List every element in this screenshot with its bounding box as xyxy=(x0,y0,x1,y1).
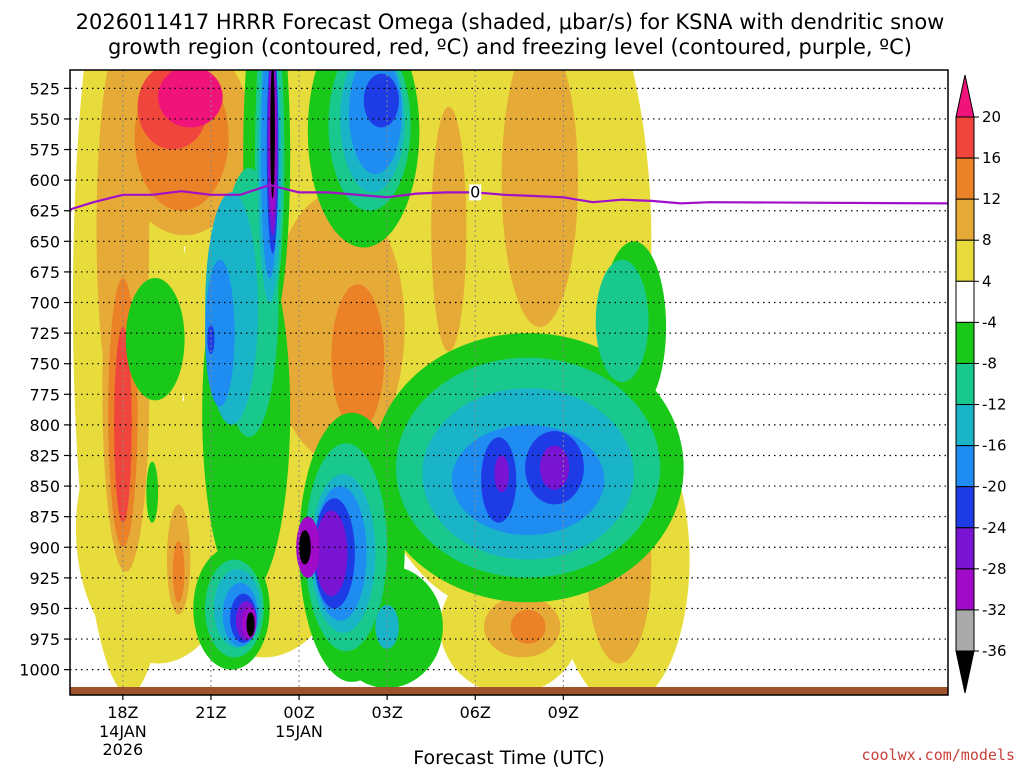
x-tick-label-06Z: 06Z xyxy=(460,703,491,722)
omega-region-74 xyxy=(246,612,255,637)
colorbar-swatch-2 xyxy=(955,198,975,241)
chart-title-line2: growth region (contoured, red, ºC) and f… xyxy=(108,35,912,59)
colorbar: 20 16 12 8 4 -4 -8 -12 -16 -20 -24 -28 -32 -36 xyxy=(955,74,1007,694)
freezing-level-label: 0 xyxy=(470,182,480,201)
colorbar-label-12: -32 xyxy=(982,601,1007,619)
colorbar-label-3: 8 xyxy=(982,231,992,249)
x-tick-label-00Z: 00Z xyxy=(283,703,314,722)
colorbar-swatch-5 xyxy=(955,321,975,364)
colorbar-swatch-1 xyxy=(955,157,975,200)
omega-region-22 xyxy=(172,541,185,603)
y-tick-label-975: 975 xyxy=(29,630,60,649)
y-tick-label-875: 875 xyxy=(29,508,60,527)
omega-region-59 xyxy=(363,73,399,128)
colorbar-swatch-9 xyxy=(955,486,975,529)
y-tick-label-800: 800 xyxy=(29,416,60,435)
y-tick-label-775: 775 xyxy=(29,385,60,404)
colorbar-swatch-8 xyxy=(955,445,975,488)
omega-region-43 xyxy=(595,259,649,383)
omega-region-72 xyxy=(270,70,275,199)
omega-region-21 xyxy=(331,284,385,431)
colorbar-bottom-arrow xyxy=(955,650,975,694)
colorbar-label-1: 16 xyxy=(982,149,1001,167)
colorbar-label-2: 12 xyxy=(982,190,1001,208)
omega-region-57 xyxy=(207,324,215,354)
colorbar-label-11: -28 xyxy=(982,560,1007,578)
y-tick-label-700: 700 xyxy=(29,294,60,313)
y-tick-label-625: 625 xyxy=(29,202,60,221)
omega-region-36 xyxy=(146,461,159,523)
y-tick-label-600: 600 xyxy=(29,171,60,190)
ground-strip xyxy=(70,687,948,695)
y-tick-label-1000: 1000 xyxy=(19,661,60,680)
x-tick-year-18Z: 2026 xyxy=(102,740,143,759)
chart-title-line1: 2026011417 HRRR Forecast Omega (shaded, … xyxy=(76,10,945,34)
omega-region-24 xyxy=(114,327,132,523)
y-tick-label-650: 650 xyxy=(29,232,60,251)
colorbar-swatch-3 xyxy=(955,239,975,282)
omega-shading xyxy=(72,70,690,688)
omega-region-68 xyxy=(539,445,570,490)
omega-region-23 xyxy=(510,609,546,644)
freezing-level-contour: 0 xyxy=(70,182,948,211)
colorbar-top-arrow xyxy=(955,74,975,118)
y-tick-label-850: 850 xyxy=(29,477,60,496)
y-tick-label-950: 950 xyxy=(29,599,60,618)
y-axis: 525 550 575 600 625 650 675 700 725 750 775 800 825 8… xyxy=(19,79,70,680)
y-tick-label-550: 550 xyxy=(29,110,60,129)
colorbar-label-5: -4 xyxy=(982,313,997,331)
grid-lines xyxy=(70,70,948,688)
credit-text: coolwx.com/models xyxy=(861,746,1015,764)
colorbar-label-10: -24 xyxy=(982,519,1007,537)
y-tick-label-575: 575 xyxy=(29,141,60,160)
freezing-level-label-bg xyxy=(469,184,482,201)
omega-region-65 xyxy=(315,510,348,597)
colorbar-swatch-11 xyxy=(955,568,975,611)
colorbar-label-8: -16 xyxy=(982,437,1007,455)
y-tick-label-925: 925 xyxy=(29,569,60,588)
x-tick-date-18Z: 14JAN xyxy=(99,722,147,741)
colorbar-swatch-6 xyxy=(955,362,975,406)
colorbar-label-13: -36 xyxy=(982,642,1007,660)
x-tick-label-18Z: 18Z xyxy=(107,703,138,722)
y-tick-label-900: 900 xyxy=(29,538,60,557)
omega-region-35 xyxy=(125,278,185,401)
colorbar-swatch-4 xyxy=(955,280,975,323)
y-tick-label-725: 725 xyxy=(29,324,60,343)
colorbar-label-0: 20 xyxy=(982,108,1001,126)
x-tick-label-21Z: 21Z xyxy=(195,703,226,722)
omega-region-67 xyxy=(494,455,510,493)
colorbar-swatch-10 xyxy=(955,527,975,570)
colorbar-swatch-7 xyxy=(955,404,975,447)
freezing-level-line xyxy=(70,183,948,211)
x-tick-label-09Z: 09Z xyxy=(548,703,579,722)
y-tick-label-675: 675 xyxy=(29,263,60,282)
x-tick-date-00Z: 15JAN xyxy=(275,722,323,741)
y-tick-label-825: 825 xyxy=(29,446,60,465)
colorbar-label-4: 4 xyxy=(982,272,992,290)
x-tick-label-03Z: 03Z xyxy=(371,703,402,722)
y-tick-label-750: 750 xyxy=(29,355,60,374)
colorbar-label-6: -8 xyxy=(982,354,997,372)
omega-region-14 xyxy=(431,106,467,352)
x-axis-label: Forecast Time (UTC) xyxy=(413,747,604,768)
colorbar-swatch-12 xyxy=(955,609,975,652)
omega-region-73 xyxy=(299,530,311,565)
omega-region-13 xyxy=(501,70,578,327)
colorbar-label-7: -12 xyxy=(982,396,1007,414)
y-tick-label-525: 525 xyxy=(29,79,60,98)
plot-frame xyxy=(69,69,949,696)
omega-region-26 xyxy=(158,70,223,128)
colorbar-label-9: -20 xyxy=(982,478,1007,496)
colorbar-swatch-0 xyxy=(955,116,975,159)
